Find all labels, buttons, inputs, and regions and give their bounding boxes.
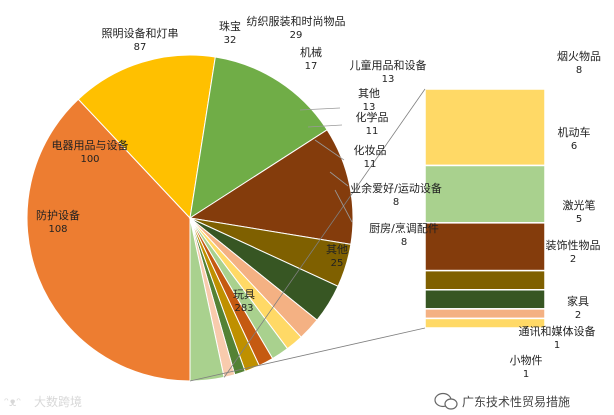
watermark-left-text: 大数跨境 [34, 394, 82, 409]
leader-line [334, 189, 353, 223]
watermark-right: 广东技术性贸易措施 [434, 392, 570, 410]
segment-value: 2 [575, 310, 581, 321]
segment-value: 1 [554, 340, 560, 351]
slice-label: 电器用品与设备 [52, 138, 129, 152]
pie-slices [26, 54, 354, 382]
segment-value: 8 [576, 65, 582, 76]
watermark-left-icon: ᵔᴥᵔ [4, 395, 21, 409]
slice-label: 厨房/烹调配件 [369, 221, 439, 235]
breakdown-segment [424, 88, 546, 167]
slice-value: 87 [134, 42, 147, 53]
wechat-icon [434, 392, 458, 410]
slice-value: 8 [401, 237, 407, 248]
watermark-left: ᵔᴥᵔ 大数跨境 [4, 394, 82, 409]
pie-slice [189, 56, 328, 220]
data-labels: 玩具 283 防护设备 108 电器用品与设备 100 照明设备和灯串 87 珠宝 32 纺织服装和… [36, 14, 601, 380]
segment-label: 烟火物品 [557, 49, 601, 63]
segment-label: 通讯和媒体设备 [519, 324, 596, 338]
slice-value: 100 [80, 154, 99, 165]
pie-slice [77, 54, 216, 220]
slice-value: 17 [305, 61, 318, 72]
slice-value: 29 [290, 30, 303, 41]
slice-label: 化妆品 [354, 143, 387, 157]
leader-line [307, 124, 343, 128]
breakdown-segment [424, 164, 546, 224]
leader-line [329, 171, 349, 187]
segment-label: 家具 [567, 294, 589, 308]
slice-label: 珠宝 [219, 19, 241, 33]
leader-line [299, 107, 341, 111]
segment-value: 1 [523, 369, 529, 380]
slice-label: 化学品 [356, 110, 389, 124]
segment-label: 机动车 [558, 125, 591, 139]
slice-label: 玩具 [233, 288, 255, 301]
connector-line [189, 327, 426, 382]
slice-label: 其他 [358, 87, 380, 100]
segment-value: 2 [570, 254, 576, 265]
breakdown-bar [424, 88, 546, 329]
slice-value: 13 [363, 102, 376, 113]
slice-value: 25 [331, 258, 344, 269]
slice-value: 11 [364, 159, 377, 170]
slice-value: 283 [234, 303, 253, 314]
slice-label: 业余爱好/运动设备 [350, 181, 442, 195]
breakdown-segment [424, 317, 546, 329]
slice-label: 防护设备 [36, 208, 80, 222]
breakdown-segment [424, 308, 546, 320]
breakdown-segment [424, 289, 546, 310]
pie-slice [188, 129, 354, 245]
segment-label: 激光笔 [563, 198, 596, 212]
slice-value: 32 [224, 35, 237, 46]
slice-value: 8 [393, 197, 399, 208]
slice-label: 照明设备和灯串 [102, 26, 179, 40]
watermark-right-text: 广东技术性贸易措施 [462, 395, 570, 409]
leader-line [314, 139, 345, 161]
connector-lines [189, 88, 426, 382]
breakdown-segment [424, 269, 546, 291]
slice-value: 13 [382, 74, 395, 85]
breakdown-segment [424, 222, 546, 272]
segment-label: 装饰性物品 [546, 238, 601, 252]
segment-label: 小物件 [510, 353, 543, 367]
pie-slice [26, 98, 191, 382]
slice-value: 108 [48, 224, 67, 235]
segment-value: 5 [576, 214, 582, 225]
segment-value: 6 [571, 141, 577, 152]
slice-label: 机械 [300, 45, 322, 59]
slice-label: 纺织服装和时尚物品 [247, 14, 346, 28]
slice-label: 其他 [326, 243, 348, 256]
connector-line [223, 88, 426, 378]
slice-value: 11 [366, 126, 379, 137]
slice-label: 儿童用品和设备 [350, 58, 427, 72]
